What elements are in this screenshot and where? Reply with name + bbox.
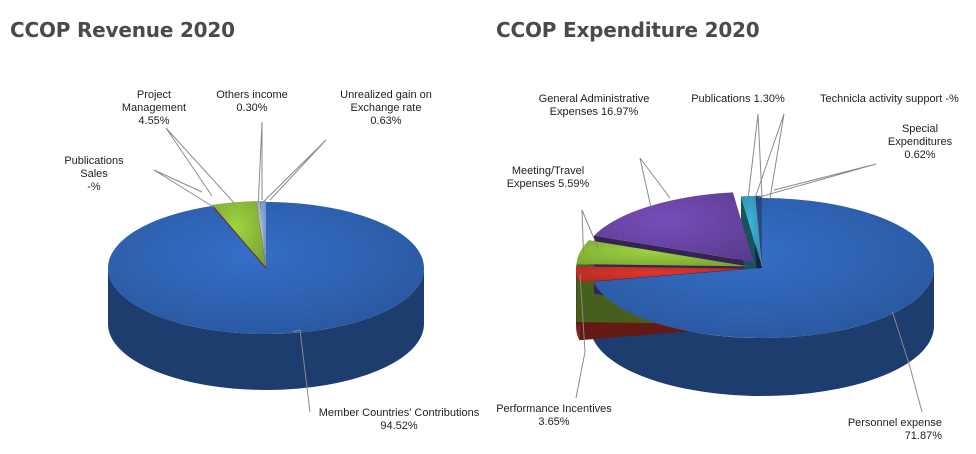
pie-slice-side — [593, 268, 934, 397]
leader-line — [575, 274, 586, 399]
leader-line — [891, 311, 923, 413]
slice-label: General Administrative Expenses 16.97% — [539, 93, 650, 118]
pie-slice — [576, 266, 749, 283]
slice-label: Meeting/Travel Expenses 5.59% — [507, 165, 590, 190]
leader-line — [292, 329, 311, 413]
pie-slice — [212, 201, 266, 267]
revenue-chart-panel: CCOP Revenue 2020 Member Countries' Cont… — [4, 12, 486, 450]
slice-label: Others income 0.30% — [216, 89, 288, 114]
slice-label: Member Countries' Contributions 94.52% — [319, 407, 480, 432]
pie-slice — [259, 200, 266, 267]
expenditure-chart-title: CCOP Expenditure 2020 — [496, 18, 760, 42]
slice-label: Personnel expense 71.87% — [848, 417, 942, 442]
leader-line — [257, 121, 263, 203]
pie-top-faces — [576, 192, 934, 338]
expenditure-pie-chart: Personnel expense 71.87% Performance Incen… — [496, 93, 959, 442]
pie-labels: Member Countries' Contributions 94.52% Pub… — [64, 89, 479, 432]
pie-top-faces — [108, 200, 424, 334]
leader-line — [153, 169, 214, 208]
revenue-chart-title: CCOP Revenue 2020 — [10, 18, 235, 42]
pie-slice — [755, 195, 762, 266]
pie-slice-side — [108, 268, 424, 390]
leader-line — [758, 163, 877, 198]
leader-line — [581, 209, 599, 253]
leader-line — [747, 113, 763, 199]
slice-label: Publications Sales -% — [64, 155, 124, 193]
slice-label: Special Expenditures 0.62% — [888, 123, 953, 161]
pie-slice — [576, 240, 749, 267]
slice-label: Publications 1.30% — [691, 93, 785, 105]
leader-line — [262, 139, 327, 203]
leader-line — [639, 157, 671, 208]
slice-label: Unrealized gain on Exchange rate 0.63% — [340, 89, 432, 127]
slice-label: Performance Incentives 3.65% — [496, 403, 612, 428]
leader-line — [165, 127, 235, 204]
pie-slice — [594, 192, 754, 262]
expenditure-chart-panel: CCOP Expenditure 2020 Personnel expense 7… — [490, 12, 972, 450]
pie-labels: Personnel expense 71.87% Performance Incen… — [496, 93, 959, 442]
leader-line — [754, 113, 785, 199]
revenue-pie-chart: Member Countries' Contributions 94.52% Pub… — [64, 89, 479, 432]
slice-label: Project Management 4.55% — [122, 89, 186, 127]
slice-label: Technicla activity support -% — [820, 93, 959, 105]
pie-slice — [256, 200, 266, 267]
pie-slice — [754, 195, 763, 266]
pie-slice — [593, 198, 934, 338]
